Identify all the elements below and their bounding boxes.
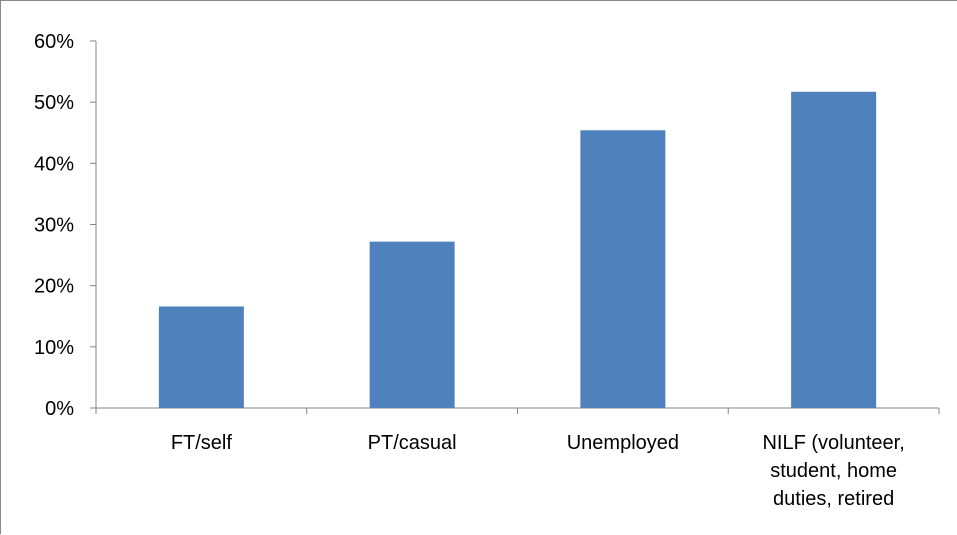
bar (158, 306, 244, 408)
x-tick-label: PT/casual (368, 432, 457, 454)
bar (580, 130, 666, 408)
y-tick-label: 10% (34, 337, 74, 359)
y-tick-label: 20% (34, 276, 74, 298)
x-axis: FT/self PT/casual Unemployed NILF (voluntee… (95, 407, 940, 510)
y-tick-label: 40% (34, 153, 74, 175)
bar (369, 241, 455, 408)
bars (158, 91, 877, 408)
x-tick-label: FT/self (171, 432, 233, 454)
x-tick-label: Unemployed (567, 432, 679, 454)
bar (791, 91, 877, 408)
y-tick-label: 50% (34, 92, 74, 114)
y-tick-label: 60% (34, 31, 74, 53)
y-tick-label: 30% (34, 215, 74, 237)
y-tick-label: 0% (45, 398, 74, 420)
y-axis: 0% 10% 20% 30% 40% 50% 60% (34, 31, 97, 420)
x-tick-label: NILF (volunteer, student, home duties, ret… (762, 432, 904, 510)
